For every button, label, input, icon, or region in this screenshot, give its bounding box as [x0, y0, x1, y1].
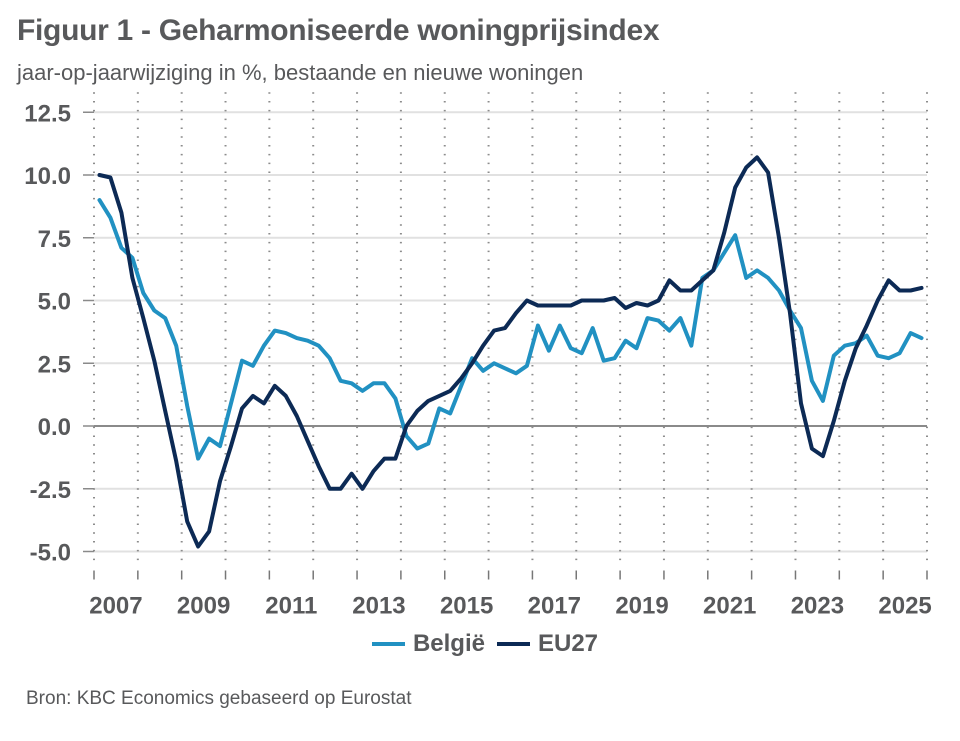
legend-item-eu27: EU27 — [496, 630, 599, 658]
y-tick-label: 5.0 — [38, 289, 71, 316]
chart-title: Figuur 1 - Geharmoniseerde woningprijsin… — [17, 14, 660, 47]
x-tick-label: 2009 — [177, 593, 230, 620]
y-tick-label: 2.5 — [38, 351, 71, 378]
y-tick-label: -2.5 — [30, 477, 71, 504]
x-axis: 2007 2009 2011 2013 2015 2017 2019 2021 2023 2025 — [89, 570, 932, 620]
x-tick-label: 2023 — [791, 593, 844, 620]
x-tick-label: 2019 — [615, 593, 668, 620]
legend-swatch-eu27 — [496, 642, 530, 646]
x-tick-label: 2013 — [352, 593, 405, 620]
legend-label-belgie: België — [412, 630, 485, 657]
series-lines — [97, 155, 924, 549]
x-tick-label: 2011 — [265, 593, 317, 620]
y-tick-label: 12.5 — [24, 100, 71, 127]
legend-label-eu27: EU27 — [537, 630, 599, 657]
legend-swatch-belgie — [371, 642, 405, 646]
chart-subtitle: jaar-op-jaarwijziging in %, bestaande en… — [17, 60, 584, 85]
x-tick-label: 2007 — [89, 593, 142, 620]
source-note: Bron: KBC Economics gebaseerd op Eurosta… — [26, 688, 412, 709]
y-tick-label: 0.0 — [38, 414, 71, 441]
series-line-belgie — [97, 198, 924, 461]
legend: België EU27 — [0, 630, 960, 658]
x-tick-label: 2017 — [528, 593, 581, 620]
x-tick-label: 2025 — [878, 593, 931, 620]
y-tick-label: -5.0 — [30, 540, 71, 567]
legend-item-belgie: België — [371, 630, 485, 658]
series-line-eu27 — [97, 155, 924, 549]
x-tick-label: 2021 — [703, 593, 756, 620]
x-tick-label: 2015 — [440, 593, 493, 620]
y-axis: 12.5 10.0 7.5 5.0 2.5 0.0 -2.5 -5.0 — [24, 100, 94, 567]
y-tick-label: 7.5 — [38, 226, 71, 253]
y-tick-label: 10.0 — [24, 163, 71, 190]
